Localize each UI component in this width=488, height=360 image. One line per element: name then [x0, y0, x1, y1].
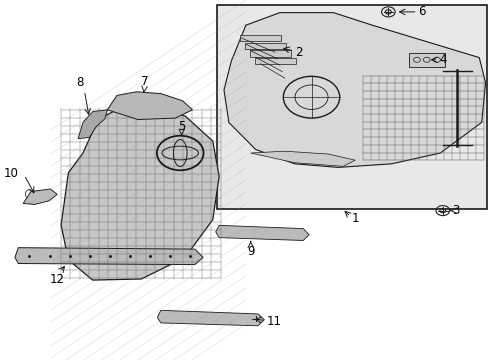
Text: 2: 2 [295, 46, 303, 59]
Bar [254, 58, 295, 64]
Polygon shape [61, 108, 219, 280]
Bar [244, 43, 285, 49]
Text: 1: 1 [351, 212, 359, 225]
Polygon shape [224, 13, 485, 167]
Text: 4: 4 [439, 53, 446, 66]
Bar [240, 35, 281, 41]
Text: 10: 10 [3, 167, 18, 180]
Text: 9: 9 [246, 245, 254, 258]
Text: 7: 7 [141, 75, 148, 88]
Polygon shape [15, 248, 203, 265]
Polygon shape [78, 110, 107, 139]
Polygon shape [23, 189, 57, 204]
Polygon shape [250, 151, 355, 166]
Text: 5: 5 [178, 120, 185, 133]
Text: 12: 12 [50, 273, 64, 286]
Text: 6: 6 [418, 5, 425, 18]
Bar [249, 50, 290, 57]
Polygon shape [107, 92, 192, 120]
Text: 11: 11 [266, 315, 281, 328]
Polygon shape [157, 310, 264, 326]
FancyBboxPatch shape [216, 5, 486, 209]
Bar [408, 53, 445, 67]
Text: 8: 8 [76, 76, 83, 89]
Text: 3: 3 [451, 204, 459, 217]
Polygon shape [215, 225, 308, 240]
